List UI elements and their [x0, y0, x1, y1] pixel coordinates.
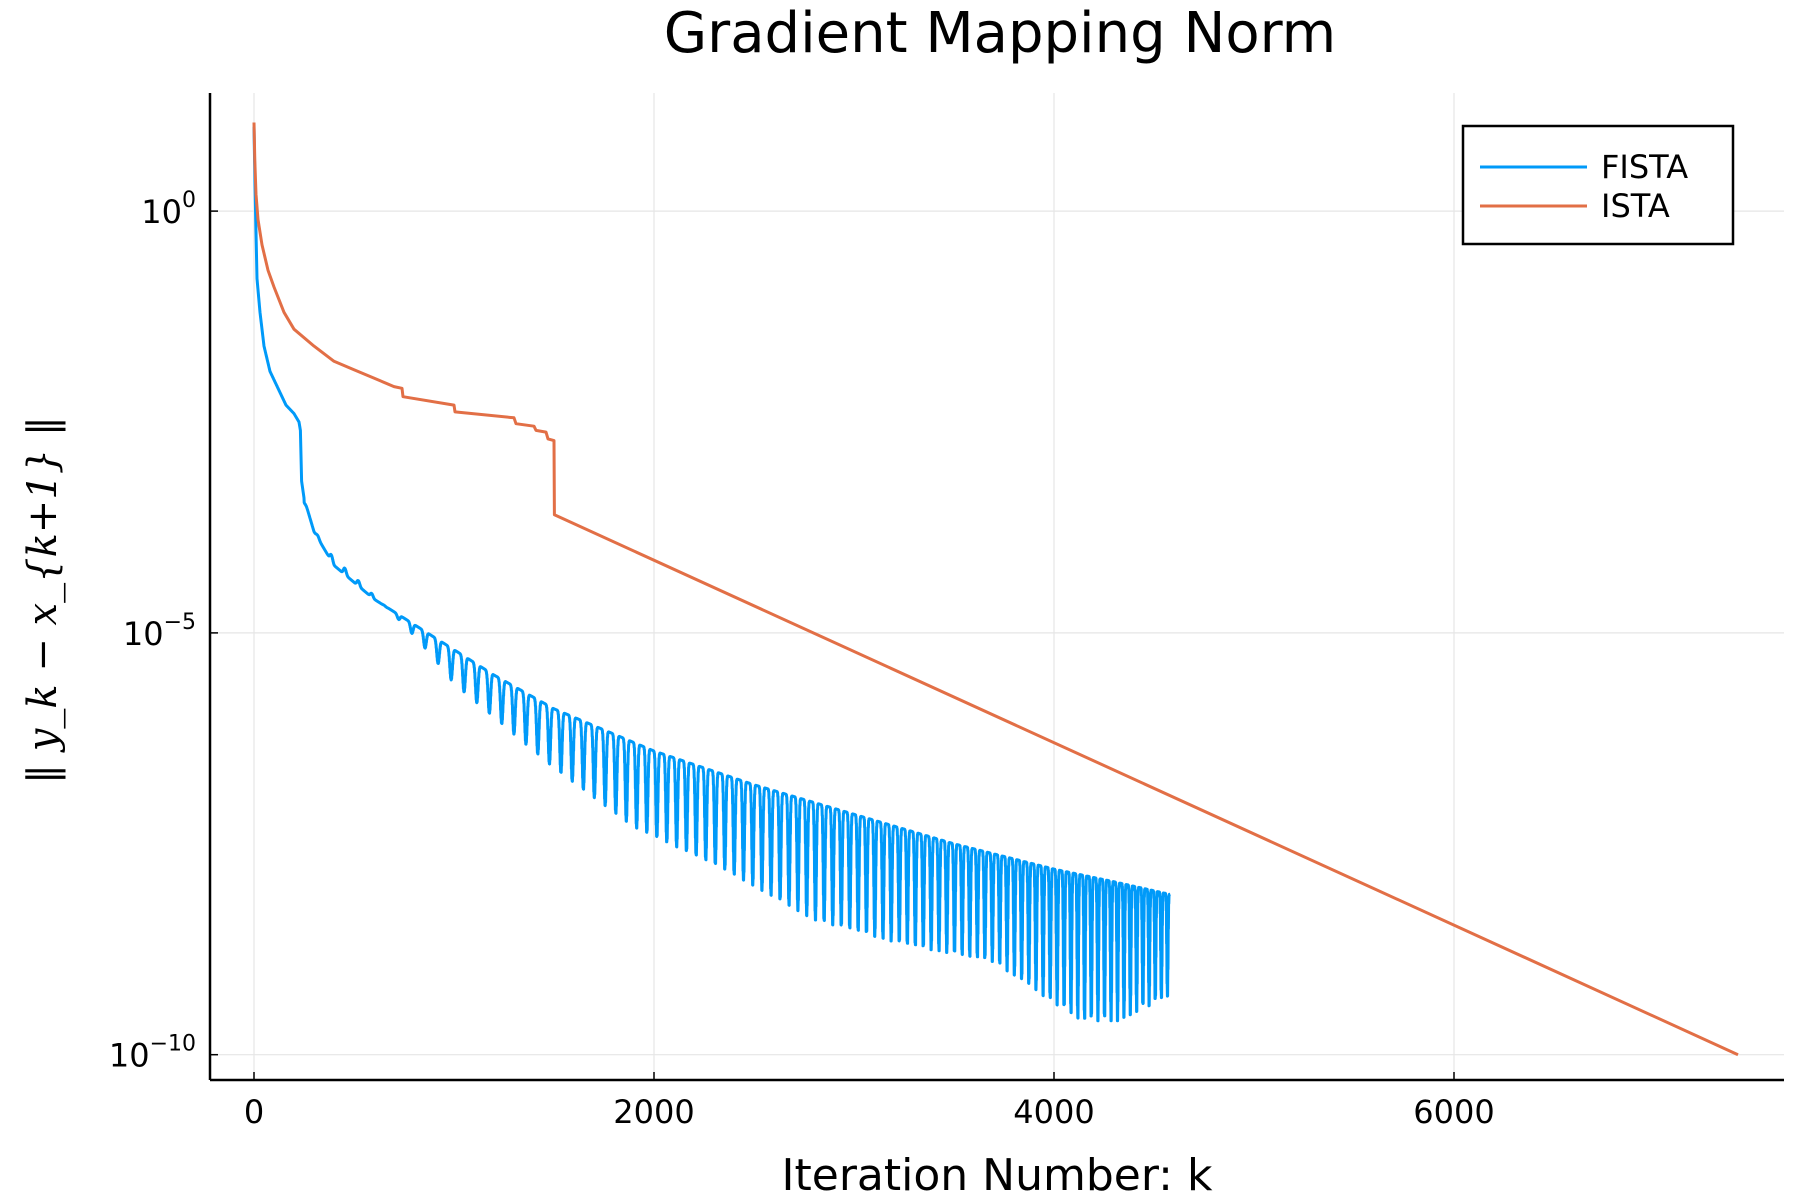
- x-tick-label-3: 6000: [1413, 1093, 1494, 1131]
- legend-label-fista: FISTA: [1601, 148, 1688, 186]
- y-tick-label-1: 10−5: [123, 610, 196, 653]
- chart-title: Gradient Mapping Norm: [664, 1, 1336, 66]
- series-line-fista: [252, 126, 1172, 1023]
- y-tick-label-2: 10−10: [109, 1032, 196, 1075]
- x-tick-label-0: 0: [244, 1093, 264, 1131]
- grid-lines: [210, 93, 1784, 1080]
- legend-box: [1461, 124, 1735, 246]
- y-axis-label: ‖ y_k − x_{k+1} ‖: [20, 416, 66, 784]
- x-tick-label-2: 4000: [1013, 1093, 1094, 1131]
- series-layer: [252, 122, 1739, 1057]
- x-tick-labels: 0 2000 4000 6000: [244, 1072, 1495, 1131]
- legend: FISTA ISTA: [1461, 124, 1735, 246]
- legend-label-ista: ISTA: [1601, 187, 1670, 225]
- x-axis-label: Iteration Number: k: [782, 1150, 1213, 1200]
- series-line-ista: [252, 122, 1739, 1057]
- y-tick-labels: 100 10−5 10−10: [109, 188, 218, 1075]
- y-tick-label-0: 100: [141, 188, 196, 231]
- x-tick-label-1: 2000: [613, 1093, 694, 1131]
